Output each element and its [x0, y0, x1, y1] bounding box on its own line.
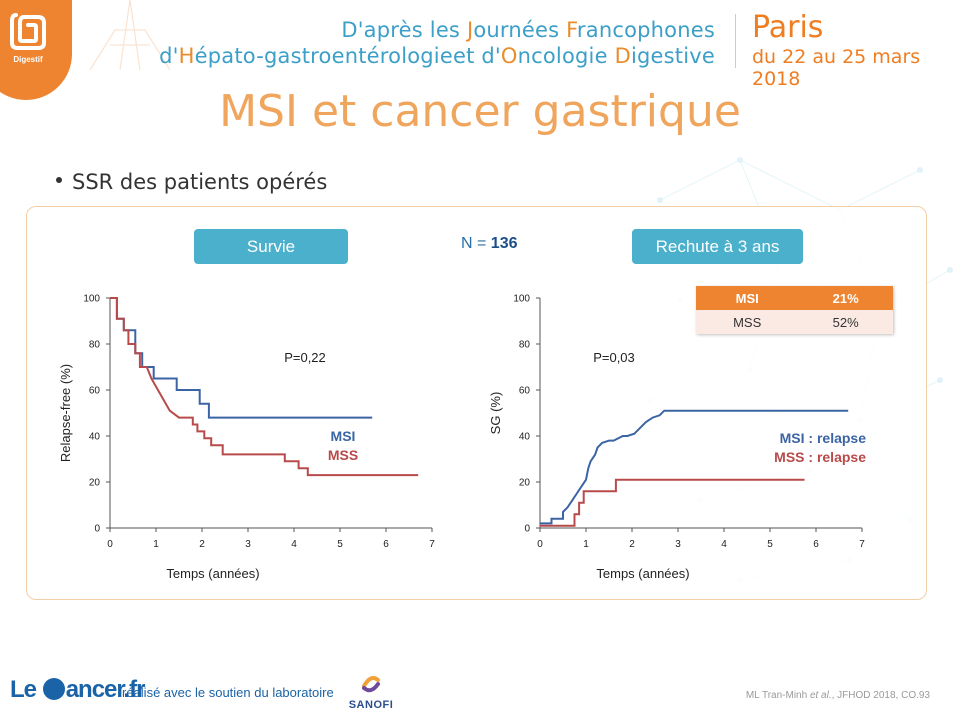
badge-label: Digestif: [13, 55, 43, 64]
y-tick-label: 20: [519, 478, 531, 489]
x-axis-label: Temps (années): [166, 566, 259, 581]
legend-label: MSS : relapse: [774, 449, 866, 465]
x-tick-label: 4: [721, 539, 727, 550]
bullet-dot-icon: [56, 177, 62, 183]
citation: ML Tran-Minh et al., JFHOD 2018, CO.93: [745, 690, 930, 701]
sponsor-text: réalisé avec le soutien du laboratoire: [122, 685, 334, 700]
y-tick-label: 100: [513, 294, 530, 305]
y-tick-label: 60: [89, 386, 101, 397]
x-tick-label: 1: [583, 539, 589, 550]
congress-line-1: D'après les Journées Francophones: [341, 18, 715, 42]
y-tick-label: 80: [89, 340, 101, 351]
x-tick-label: 1: [153, 539, 159, 550]
x-tick-label: 7: [429, 539, 435, 550]
y-tick-label: 40: [519, 432, 531, 443]
y-tick-label: 60: [519, 386, 531, 397]
x-tick-label: 5: [767, 539, 773, 550]
content-panel: [26, 206, 927, 600]
y-tick-label: 20: [89, 478, 101, 489]
y-axis-label: Relapse-free (%): [58, 364, 73, 462]
x-tick-label: 0: [107, 539, 113, 550]
legend-label: MSI: [331, 428, 356, 444]
lecancer-logo[interactable]: Le ancer.fr: [10, 676, 145, 703]
series-line-mss: [110, 297, 419, 477]
table-cell: 52%: [798, 310, 893, 334]
x-tick-label: 2: [629, 539, 635, 550]
slide-title: MSI et cancer gastrique: [219, 86, 741, 137]
table-cell: 21%: [798, 286, 893, 310]
x-tick-label: 0: [537, 539, 543, 550]
legend-label: MSI : relapse: [780, 430, 867, 446]
congress-city: Paris: [752, 10, 824, 45]
x-axis-label: Temps (années): [596, 566, 689, 581]
y-tick-label: 80: [519, 340, 531, 351]
sanofi-mark-icon: [362, 676, 380, 693]
header-divider: [735, 14, 736, 68]
digestif-logo: Digestif: [0, 0, 72, 100]
bullet-point: SSR des patients opérés: [56, 170, 327, 194]
relapse-table: MSI 21% MSS 52%: [696, 286, 893, 334]
y-tick-label: 0: [524, 524, 530, 535]
y-axis-label: SG (%): [488, 392, 503, 435]
x-tick-label: 5: [337, 539, 343, 550]
eiffel-tower-decoration: [89, 0, 171, 70]
rechute-button[interactable]: Rechute à 3 ans: [632, 229, 803, 264]
series-line-msi: [110, 297, 373, 419]
y-tick-label: 100: [83, 294, 100, 305]
table-cell: MSS: [696, 310, 799, 334]
x-tick-label: 4: [291, 539, 297, 550]
y-tick-label: 0: [94, 524, 100, 535]
table-row: MSS 52%: [696, 310, 893, 334]
series-line-mss: [540, 478, 805, 527]
x-tick-label: 2: [199, 539, 205, 550]
x-tick-label: 6: [813, 539, 819, 550]
sanofi-logo: SANOFI: [343, 672, 399, 711]
x-tick-label: 3: [675, 539, 681, 550]
p-value-annotation: P=0,03: [593, 350, 635, 365]
table-cell: MSI: [696, 286, 799, 310]
series-line-msi: [540, 409, 849, 525]
legend-label: MSS: [328, 447, 358, 463]
x-tick-label: 7: [859, 539, 865, 550]
table-row: MSI 21%: [696, 286, 893, 310]
congress-line-2: d'Hépato-gastroentérologieet d'Oncologie…: [159, 44, 715, 68]
sample-size: N = 136: [461, 235, 518, 252]
y-tick-label: 40: [89, 432, 101, 443]
x-tick-label: 6: [383, 539, 389, 550]
x-tick-label: 3: [245, 539, 251, 550]
logo-c-icon: [42, 677, 65, 700]
survie-button[interactable]: Survie: [194, 229, 348, 264]
p-value-annotation: P=0,22: [284, 350, 326, 365]
congress-dates: du 22 au 25 mars 2018: [752, 46, 921, 90]
intestine-icon: [10, 13, 46, 50]
